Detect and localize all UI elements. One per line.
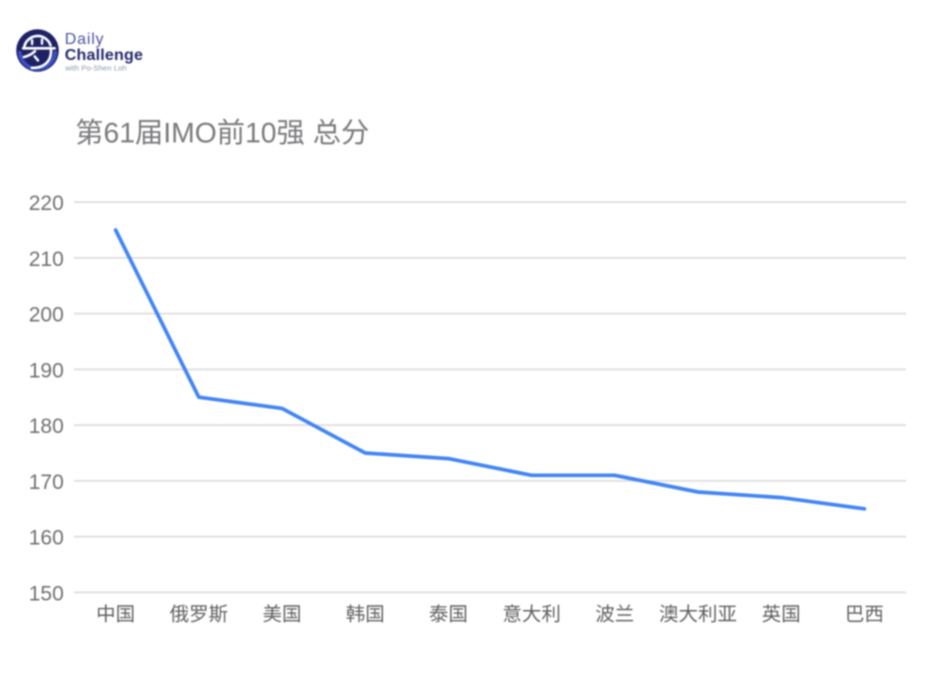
svg-text:Challenge: Challenge bbox=[65, 47, 143, 64]
svg-text:210: 210 bbox=[29, 248, 64, 271]
svg-text:220: 220 bbox=[29, 192, 64, 215]
svg-text:with Po-Shen Loh: with Po-Shen Loh bbox=[64, 64, 127, 73]
svg-text:170: 170 bbox=[29, 471, 64, 494]
svg-text:Daily: Daily bbox=[65, 31, 105, 48]
svg-text:200: 200 bbox=[29, 304, 64, 327]
svg-text:160: 160 bbox=[29, 527, 64, 550]
svg-text:150: 150 bbox=[29, 582, 64, 605]
svg-text:190: 190 bbox=[29, 359, 64, 382]
svg-text:180: 180 bbox=[29, 415, 64, 438]
